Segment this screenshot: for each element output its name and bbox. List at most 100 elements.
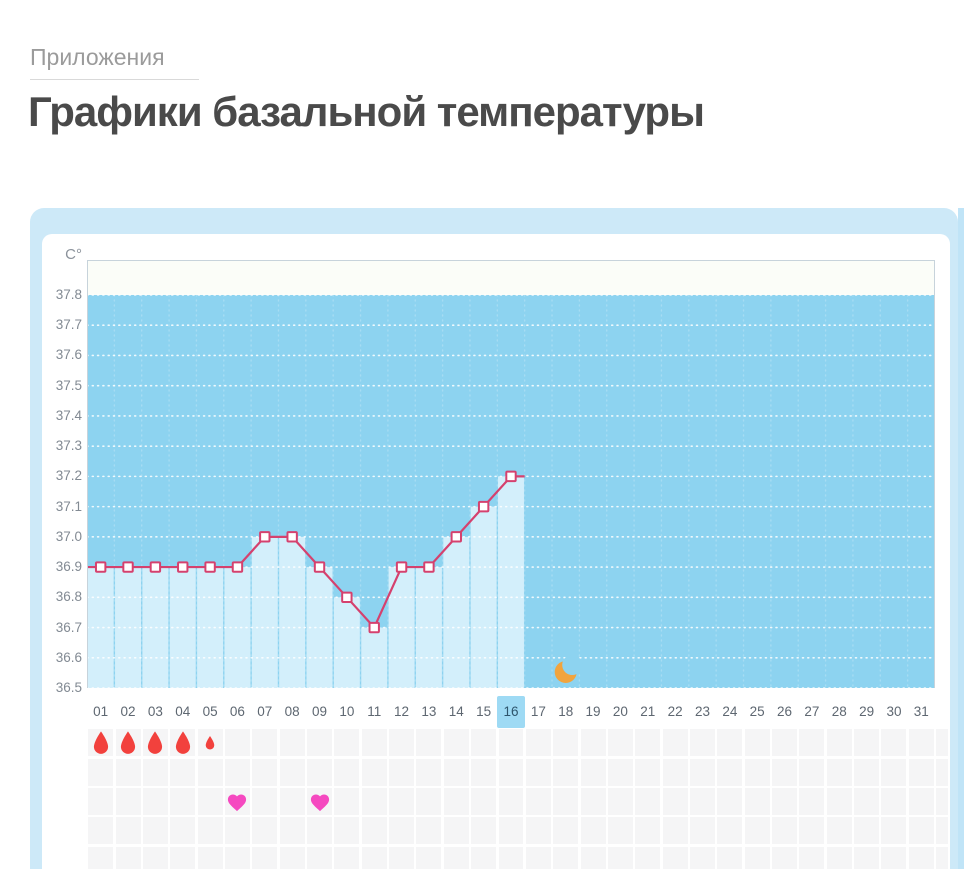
event-grid-cell[interactable] [936, 817, 948, 845]
data-point-marker[interactable] [259, 531, 271, 543]
day-label-26[interactable]: 26 [777, 704, 793, 719]
day-label-29[interactable]: 29 [859, 704, 875, 719]
event-grid-cell[interactable] [224, 758, 250, 786]
day-label-23[interactable]: 23 [694, 704, 710, 719]
day-label-31[interactable]: 31 [913, 704, 929, 719]
event-grid-cell[interactable] [334, 846, 360, 869]
event-grid-cell[interactable] [197, 758, 223, 786]
event-grid-cell[interactable] [553, 846, 579, 869]
data-point-marker[interactable] [122, 561, 134, 573]
event-grid-cell[interactable] [525, 846, 551, 869]
event-grid-cell[interactable] [635, 817, 661, 845]
data-point-marker[interactable] [505, 470, 517, 483]
event-grid-cell[interactable] [142, 758, 168, 786]
event-grid-cell[interactable] [142, 846, 168, 869]
event-grid-cell[interactable] [799, 758, 825, 786]
event-grid-cell[interactable] [525, 729, 551, 757]
data-point-marker[interactable] [94, 561, 107, 573]
event-grid-cell[interactable] [443, 729, 469, 757]
event-grid-cell[interactable] [279, 788, 305, 815]
event-grid-cell[interactable] [553, 758, 579, 786]
event-grid-cell[interactable] [389, 758, 415, 786]
event-grid-cell[interactable] [936, 729, 948, 757]
event-grid-cell[interactable] [690, 788, 715, 815]
event-grid-cell[interactable] [498, 729, 524, 757]
event-grid-cell[interactable] [580, 846, 606, 869]
event-grid-cell[interactable] [854, 817, 880, 845]
day-label-02[interactable]: 02 [120, 704, 136, 719]
data-point-marker[interactable] [286, 531, 298, 543]
events-grid[interactable] [87, 728, 948, 869]
day-label-08[interactable]: 08 [284, 704, 300, 719]
day-label-20[interactable]: 20 [612, 704, 628, 719]
day-label-10[interactable]: 10 [339, 704, 355, 719]
event-grid-cell[interactable] [224, 729, 250, 757]
day-label-14[interactable]: 14 [448, 704, 464, 719]
event-grid-cell[interactable] [525, 817, 551, 845]
event-grid-cell[interactable] [170, 788, 196, 815]
event-grid-cell[interactable] [307, 846, 332, 869]
data-point-marker[interactable] [204, 561, 216, 573]
event-grid-cell[interactable] [416, 788, 442, 815]
event-grid-cell[interactable] [361, 729, 387, 757]
event-grid-cell[interactable] [443, 817, 469, 845]
day-label-15[interactable]: 15 [476, 704, 492, 719]
event-grid-cell[interactable] [279, 846, 305, 869]
day-label-16[interactable]: 16 [497, 696, 525, 728]
event-grid-cell[interactable] [115, 846, 141, 869]
event-grid-cell[interactable] [471, 729, 497, 757]
menstruation-drop-icon[interactable] [118, 730, 138, 756]
event-grid-cell[interactable] [553, 729, 579, 757]
event-grid-cell[interactable] [881, 758, 907, 786]
data-point-marker[interactable] [177, 561, 189, 573]
event-grid-cell[interactable] [443, 758, 469, 786]
event-grid-cell[interactable] [607, 817, 633, 845]
data-point-marker[interactable] [395, 561, 408, 573]
event-grid-cell[interactable] [635, 758, 661, 786]
event-grid-cell[interactable] [772, 817, 798, 845]
event-grid-cell[interactable] [416, 817, 442, 845]
day-label-28[interactable]: 28 [831, 704, 847, 719]
event-grid-cell[interactable] [799, 788, 825, 815]
day-label-25[interactable]: 25 [749, 704, 765, 719]
event-grid-cell[interactable] [690, 729, 715, 757]
event-grid-cell[interactable] [88, 817, 114, 845]
event-grid-cell[interactable] [142, 817, 168, 845]
event-grid-cell[interactable] [498, 817, 524, 845]
day-label-11[interactable]: 11 [367, 704, 382, 719]
day-label-22[interactable]: 22 [667, 704, 683, 719]
event-grid-cell[interactable] [717, 758, 743, 786]
event-grid-cell[interactable] [854, 758, 880, 786]
event-grid-cell[interactable] [799, 729, 825, 757]
event-grid-cell[interactable] [334, 817, 360, 845]
event-grid-cell[interactable] [471, 788, 497, 815]
event-grid-cell[interactable] [361, 817, 387, 845]
event-grid-cell[interactable] [142, 788, 168, 815]
event-grid-cell[interactable] [361, 846, 387, 869]
event-grid-cell[interactable] [635, 846, 661, 869]
event-grid-cell[interactable] [826, 817, 852, 845]
event-grid-cell[interactable] [826, 729, 852, 757]
event-grid-cell[interactable] [88, 758, 114, 786]
event-grid-cell[interactable] [361, 788, 387, 815]
data-point-marker[interactable] [368, 621, 380, 634]
event-grid-cell[interactable] [635, 729, 661, 757]
day-label-03[interactable]: 03 [147, 704, 163, 719]
day-label-30[interactable]: 30 [886, 704, 902, 719]
event-grid-cell[interactable] [525, 788, 551, 815]
event-grid-cell[interactable] [744, 788, 770, 815]
data-point-marker[interactable] [149, 561, 162, 573]
event-grid-cell[interactable] [416, 846, 442, 869]
event-grid-cell[interactable] [498, 758, 524, 786]
event-grid-cell[interactable] [115, 788, 141, 815]
menstruation-drop-icon[interactable] [173, 730, 193, 756]
event-grid-cell[interactable] [389, 729, 415, 757]
event-grid-cell[interactable] [607, 729, 633, 757]
event-grid-cell[interactable] [115, 758, 141, 786]
event-grid-cell[interactable] [908, 758, 934, 786]
event-grid-cell[interactable] [170, 758, 196, 786]
event-grid-cell[interactable] [662, 846, 688, 869]
event-grid-cell[interactable] [607, 846, 633, 869]
day-label-24[interactable]: 24 [722, 704, 738, 719]
event-grid-cell[interactable] [908, 788, 934, 815]
